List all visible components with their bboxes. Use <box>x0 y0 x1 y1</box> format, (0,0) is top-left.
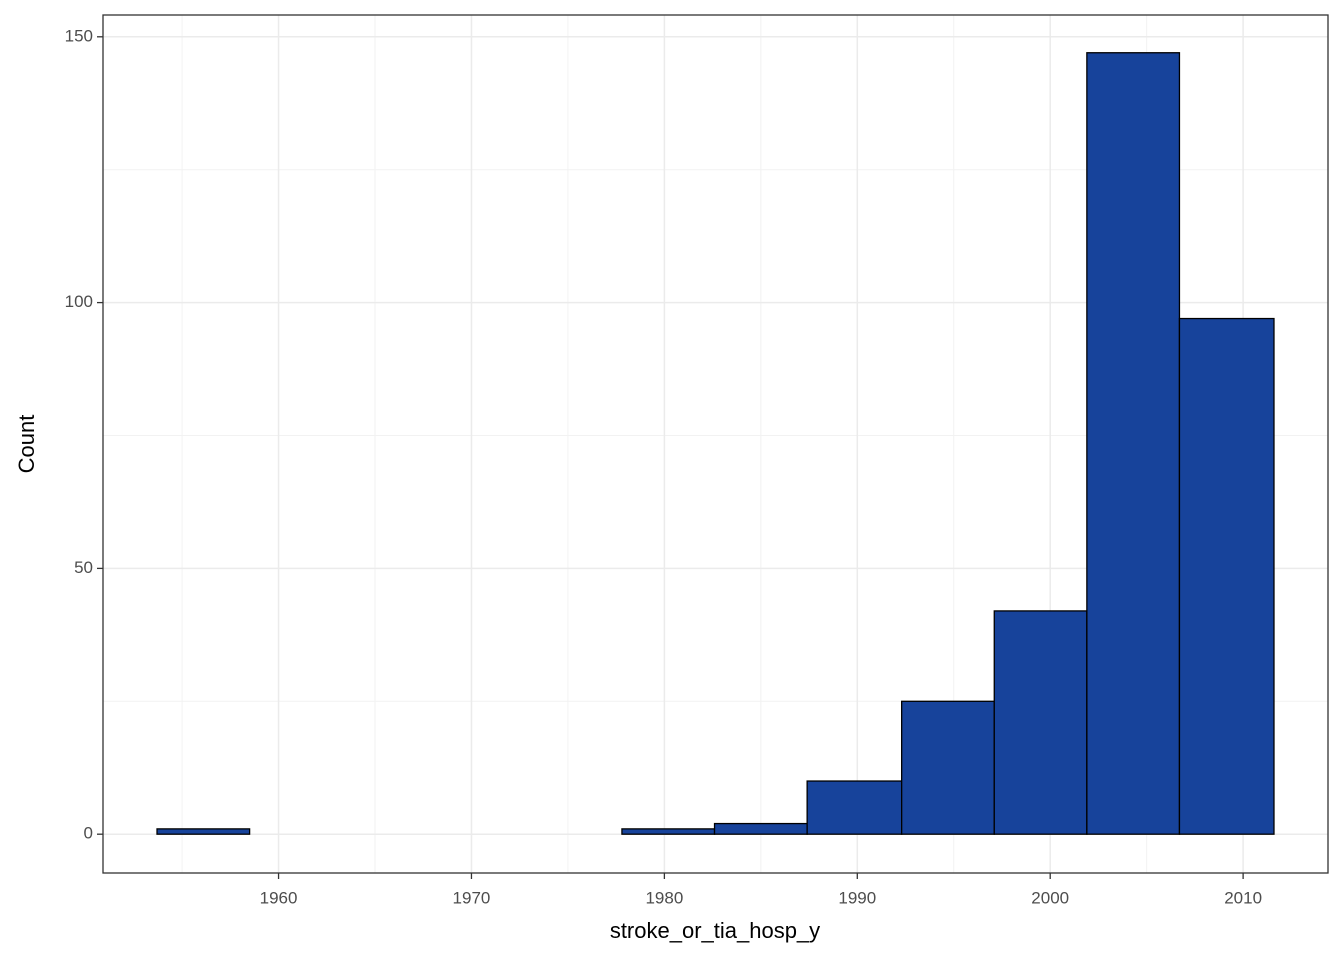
bar <box>713 822 808 835</box>
x-tick-label: 1960 <box>260 888 298 907</box>
x-tick-label: 1990 <box>838 888 876 907</box>
bar <box>621 828 716 835</box>
x-axis-title: stroke_or_tia_hosp_y <box>610 918 820 943</box>
bar <box>806 780 903 835</box>
bar <box>1178 317 1275 835</box>
bar <box>1086 52 1181 835</box>
panel-border <box>102 14 1329 874</box>
bar <box>901 700 995 835</box>
x-tick-label: 2000 <box>1031 888 1069 907</box>
y-tick-label: 100 <box>65 292 93 311</box>
x-tick-label: 2010 <box>1224 888 1262 907</box>
bar <box>993 610 1088 835</box>
y-tick-label: 0 <box>84 824 93 843</box>
y-axis-title: Count <box>14 415 39 474</box>
y-tick-label: 50 <box>74 558 93 577</box>
x-tick-label: 1980 <box>645 888 683 907</box>
x-tick-label: 1970 <box>453 888 491 907</box>
bar <box>156 828 251 835</box>
y-tick-label: 150 <box>65 26 93 45</box>
